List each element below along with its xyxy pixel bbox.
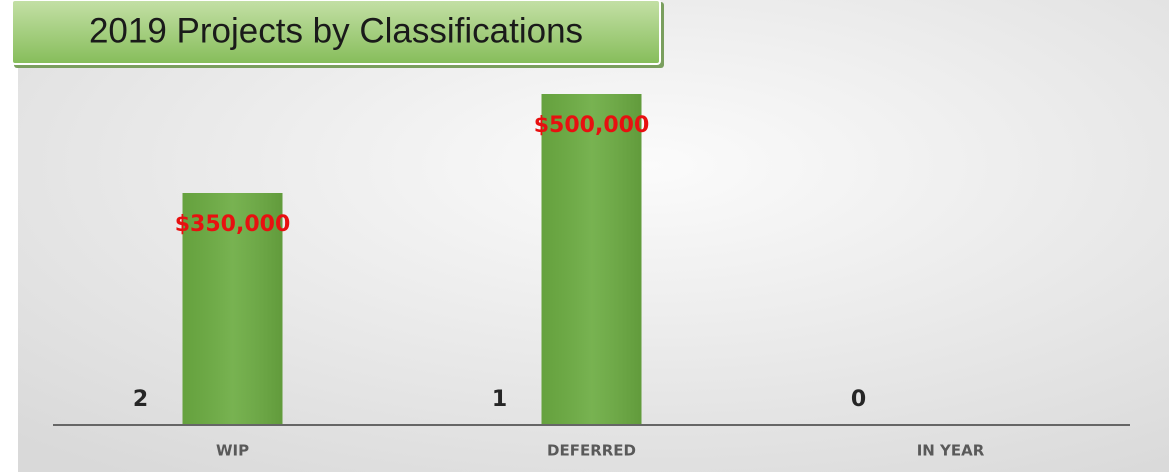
title-box xyxy=(11,0,661,65)
count-label: 1 xyxy=(492,387,507,412)
x-tick-label: WIP xyxy=(216,442,249,460)
bar-shade xyxy=(182,193,283,424)
value-label: $500,000 xyxy=(534,113,650,138)
value-label: $350,000 xyxy=(175,212,291,237)
x-tick-label: IN YEAR xyxy=(917,442,985,460)
count-label: 2 xyxy=(133,387,148,412)
chart-title: 2019 Projects by Classifications xyxy=(89,11,583,50)
count-label: 0 xyxy=(851,387,866,412)
bar-shade xyxy=(541,94,642,424)
x-tick-label: DEFERRED xyxy=(547,442,636,460)
